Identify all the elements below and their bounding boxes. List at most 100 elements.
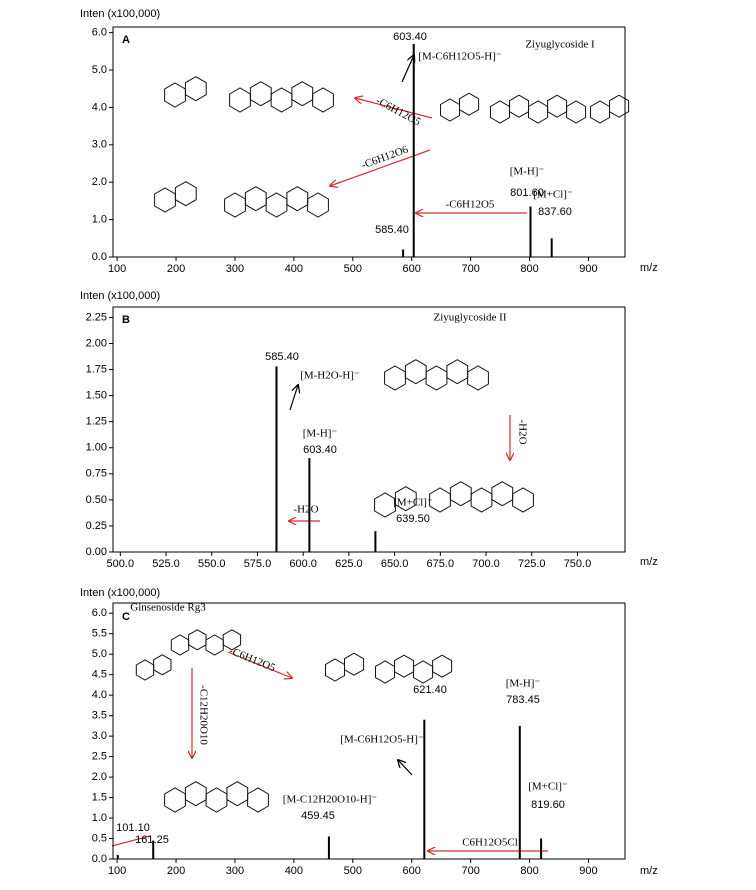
annotation: -H2O [516, 419, 528, 444]
x-tick-label: 100 [108, 263, 126, 275]
x-tick-label: 500.0 [107, 558, 135, 570]
y-tick-label: 0.0 [92, 251, 107, 263]
chart-title: Ziyuglycoside I [525, 39, 595, 51]
y-tick-label: 1.25 [86, 416, 107, 428]
annotation: [M-C6H12O5-H]⁻ [340, 734, 424, 746]
annotation: [M-H]⁻ [510, 166, 545, 178]
y-tick-label: 0.0 [92, 853, 107, 865]
x-tick-label: 500 [344, 865, 362, 877]
annotation: -C6H12O5 [227, 645, 277, 675]
chart-title: Ginsenoside Rg3 [130, 602, 206, 614]
ring [184, 76, 207, 102]
x-axis-label: m/z [640, 865, 658, 877]
ring [467, 365, 489, 391]
annotation: -C12H20O10 [197, 685, 209, 745]
y-tick-label: 2.5 [92, 751, 107, 763]
plot-frame [112, 26, 626, 258]
y-tick-label: 2.00 [86, 337, 107, 349]
y-tick-label: 0.50 [86, 494, 107, 506]
annotation: -H2O [293, 504, 318, 516]
y-tick-label: 1.50 [86, 390, 107, 402]
ring [184, 781, 207, 807]
ring [440, 98, 460, 122]
x-tick-label: 800 [520, 263, 538, 275]
y-tick-label: 2.25 [86, 311, 107, 323]
annotation: [M-H2O-H]⁻ [300, 370, 360, 382]
ring [375, 660, 395, 684]
ring [226, 781, 249, 807]
x-tick-label: 800 [520, 865, 538, 877]
ring [394, 654, 415, 678]
ring [164, 82, 186, 108]
plot-frame [112, 306, 626, 553]
x-tick-label: 525.0 [152, 558, 180, 570]
ring [491, 481, 514, 507]
peak-label: 585.40 [375, 224, 409, 236]
y-tick-label: 5.0 [92, 64, 107, 76]
y-tick-label: 1.0 [92, 214, 107, 226]
ring [286, 186, 309, 212]
ring [509, 94, 530, 118]
x-tick-label: 675.0 [427, 558, 455, 570]
y-tick-label: 4.5 [92, 669, 107, 681]
ring [528, 100, 549, 124]
peak-label: 603.40 [303, 444, 337, 456]
ring [224, 192, 246, 218]
x-tick-label: 900 [579, 263, 597, 275]
peak-label: 837.60 [538, 206, 572, 218]
x-tick-label: 100 [108, 865, 126, 877]
y-tick-label: 5.0 [92, 648, 107, 660]
annotation: [M+Cl]⁻ [533, 189, 573, 201]
ring [470, 487, 493, 513]
ring [307, 192, 329, 218]
x-tick-label: 575.0 [244, 558, 272, 570]
peak-label: 639.50 [396, 513, 430, 525]
plot-frame [112, 602, 626, 860]
panel-label: A [122, 34, 130, 46]
x-axis-label: m/z [640, 262, 658, 274]
peak-label: 783.45 [506, 694, 540, 706]
structures [135, 76, 630, 813]
annotation: [M-C6H12O5-H]⁻ [418, 51, 502, 63]
ring [566, 100, 587, 124]
ring [432, 654, 453, 678]
chart-title: Ziyuglycoside II [433, 312, 506, 324]
x-tick-label: 600 [403, 263, 421, 275]
x-tick-label: 400 [285, 865, 303, 877]
ring [404, 359, 427, 385]
x-axis-label: m/z [640, 556, 658, 568]
y-tick-label: 4.0 [92, 689, 107, 701]
ring [188, 629, 207, 651]
y-tick-label: 5.5 [92, 628, 107, 640]
ring [229, 87, 251, 113]
y-tick-label: 2.0 [92, 176, 107, 188]
ring [312, 87, 334, 113]
annotation: [M-H]⁻ [506, 678, 541, 690]
arrow [401, 55, 414, 83]
y-tick-label: 0.5 [92, 832, 107, 844]
peak-label: 621.40 [413, 684, 447, 696]
annotation: [M-H]⁻ [303, 428, 338, 440]
x-tick-label: 700.0 [472, 558, 500, 570]
ring [164, 787, 186, 813]
x-tick-label: 600.0 [289, 558, 317, 570]
y-tick-label: 0.25 [86, 520, 107, 532]
y-tick-label: 1.00 [86, 442, 107, 454]
peak-label: 585.40 [265, 351, 299, 363]
x-tick-label: 550.0 [198, 558, 226, 570]
y-axis-label: Inten (x100,000) [80, 8, 160, 20]
y-tick-label: 3.5 [92, 710, 107, 722]
annotation: C6H12O5Cl [462, 837, 518, 849]
x-tick-label: 300 [226, 865, 244, 877]
annotation: -C6H12O6 [360, 143, 411, 171]
arrow [227, 651, 292, 678]
arrow [398, 760, 413, 776]
y-axis-label: Inten (x100,000) [80, 587, 160, 599]
ring [394, 486, 417, 512]
peak-label: 801.60 [510, 187, 544, 199]
y-tick-label: 0.00 [86, 546, 107, 558]
arrow [111, 835, 151, 847]
x-tick-label: 200 [167, 865, 185, 877]
ring [153, 654, 172, 676]
y-tick-label: 4.0 [92, 101, 107, 113]
